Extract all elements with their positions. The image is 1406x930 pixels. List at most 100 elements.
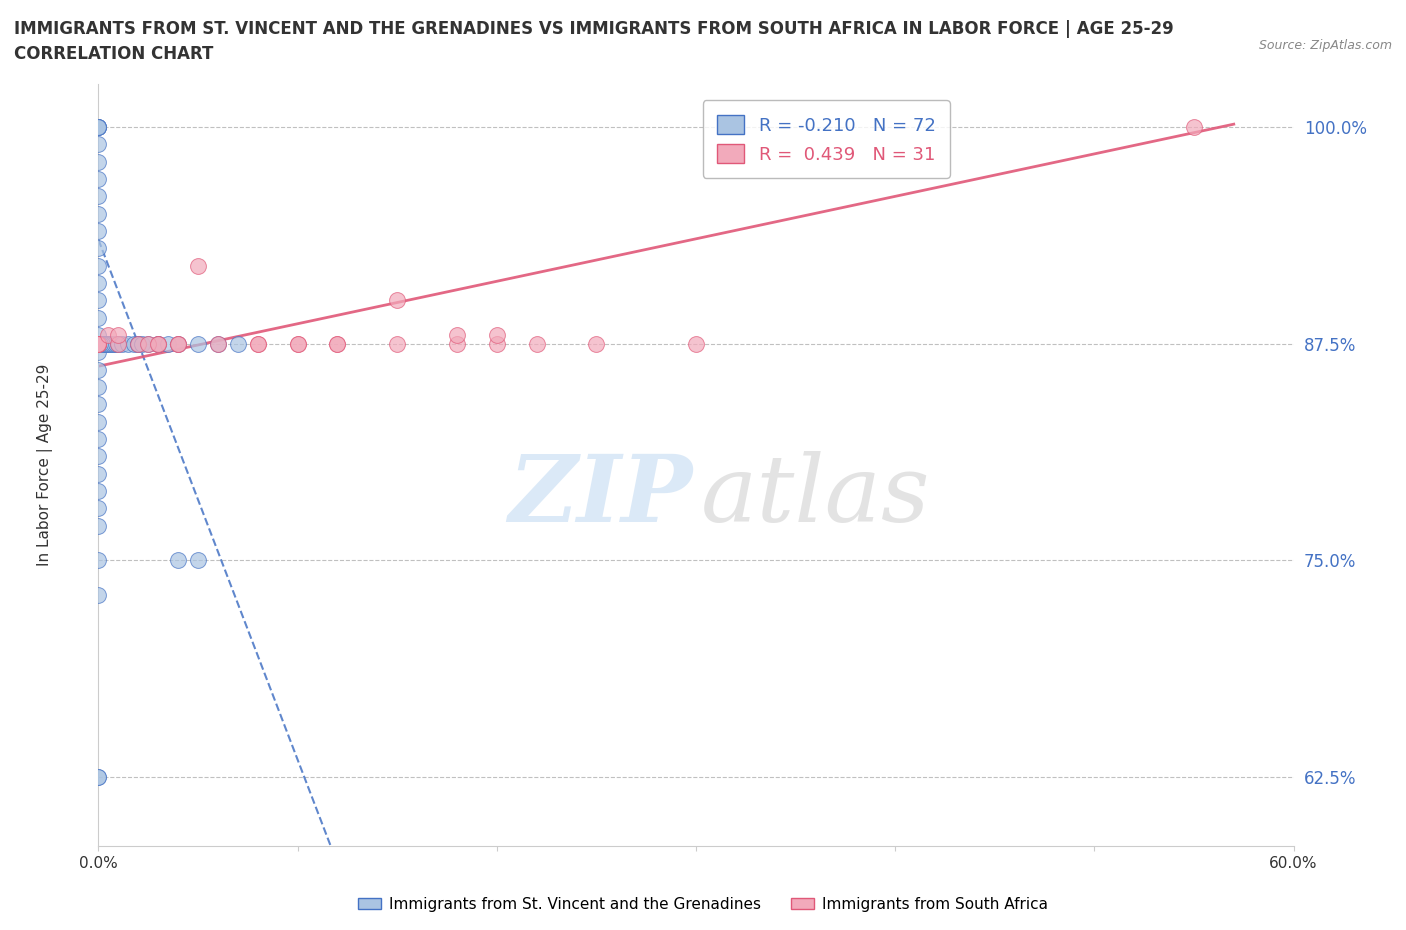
Point	[446, 327, 468, 342]
Point	[127, 337, 149, 352]
Point	[167, 337, 190, 352]
Point	[98, 337, 122, 352]
Point	[87, 466, 110, 481]
Point	[87, 345, 110, 360]
Point	[87, 501, 110, 516]
Point	[87, 769, 110, 784]
Point	[101, 337, 124, 352]
Text: atlas: atlas	[700, 450, 931, 540]
Point	[136, 337, 159, 352]
Point	[87, 275, 110, 290]
Point	[87, 120, 110, 135]
Point	[87, 189, 110, 204]
Legend: Immigrants from St. Vincent and the Grenadines, Immigrants from South Africa: Immigrants from St. Vincent and the Gren…	[352, 891, 1054, 918]
Point	[97, 337, 120, 352]
Point	[87, 120, 110, 135]
Point	[93, 337, 115, 352]
Point	[117, 337, 139, 352]
Point	[97, 327, 120, 342]
Point	[107, 337, 129, 352]
Text: In Labor Force | Age 25-29: In Labor Force | Age 25-29	[37, 364, 52, 566]
Point	[148, 337, 170, 352]
Point	[87, 397, 110, 412]
Point	[87, 337, 110, 352]
Point	[87, 337, 110, 352]
Point	[96, 337, 118, 352]
Point	[87, 432, 110, 446]
Point	[287, 337, 309, 352]
Point	[87, 137, 110, 152]
Point	[87, 414, 110, 429]
Point	[87, 337, 110, 352]
Point	[91, 337, 114, 352]
Point	[87, 337, 110, 352]
Point	[485, 337, 508, 352]
Point	[87, 337, 110, 352]
Point	[87, 241, 110, 256]
Point	[87, 337, 110, 352]
Text: IMMIGRANTS FROM ST. VINCENT AND THE GRENADINES VS IMMIGRANTS FROM SOUTH AFRICA I: IMMIGRANTS FROM ST. VINCENT AND THE GREN…	[14, 20, 1174, 38]
Point	[148, 337, 170, 352]
Point	[107, 327, 129, 342]
Point	[87, 769, 110, 784]
Point	[87, 337, 110, 352]
Point	[187, 259, 209, 273]
Point	[226, 337, 249, 352]
Point	[87, 206, 110, 221]
Point	[87, 337, 110, 352]
Point	[87, 337, 110, 352]
Point	[87, 337, 110, 352]
Point	[167, 337, 190, 352]
Point	[87, 223, 110, 238]
Point	[87, 337, 110, 352]
Point	[246, 337, 269, 352]
Point	[87, 518, 110, 533]
Point	[167, 337, 190, 352]
Point	[187, 337, 209, 352]
Point	[526, 337, 548, 352]
Point	[136, 337, 159, 352]
Point	[87, 120, 110, 135]
Text: Source: ZipAtlas.com: Source: ZipAtlas.com	[1258, 39, 1392, 52]
Point	[207, 337, 229, 352]
Point	[87, 337, 110, 352]
Point	[87, 311, 110, 325]
Point	[385, 337, 409, 352]
Point	[167, 552, 190, 567]
Text: CORRELATION CHART: CORRELATION CHART	[14, 45, 214, 62]
Legend: R = -0.210   N = 72, R =  0.439   N = 31: R = -0.210 N = 72, R = 0.439 N = 31	[703, 100, 950, 178]
Text: ZIP: ZIP	[508, 450, 693, 540]
Point	[326, 337, 349, 352]
Point	[326, 337, 349, 352]
Point	[87, 120, 110, 135]
Point	[107, 337, 129, 352]
Point	[87, 337, 110, 352]
Point	[585, 337, 607, 352]
Point	[87, 120, 110, 135]
Point	[207, 337, 229, 352]
Point	[385, 293, 409, 308]
Point	[87, 259, 110, 273]
Point	[105, 337, 128, 352]
Point	[111, 337, 134, 352]
Point	[87, 337, 110, 352]
Point	[87, 171, 110, 186]
Point	[87, 337, 110, 352]
Point	[124, 337, 146, 352]
Point	[87, 327, 110, 342]
Point	[148, 337, 170, 352]
Point	[87, 588, 110, 603]
Point	[87, 379, 110, 394]
Point	[127, 337, 149, 352]
Point	[96, 337, 118, 352]
Point	[87, 552, 110, 567]
Point	[87, 362, 110, 377]
Point	[157, 337, 180, 352]
Point	[87, 337, 110, 352]
Point	[148, 337, 170, 352]
Point	[87, 154, 110, 169]
Point	[87, 337, 110, 352]
Point	[446, 337, 468, 352]
Point	[87, 293, 110, 308]
Point	[685, 337, 707, 352]
